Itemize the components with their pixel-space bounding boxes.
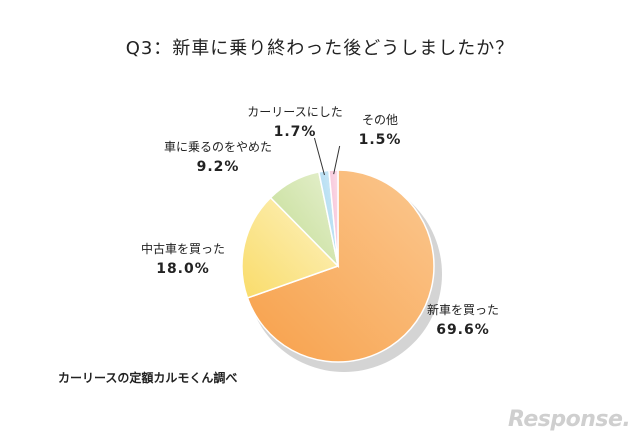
leader-line-other — [333, 145, 341, 175]
pie-slice-used-car — [241, 196, 340, 299]
pie-slice-other — [328, 169, 339, 267]
slice-label-stopped: 車に乗るのをやめた 9.2% — [148, 137, 288, 177]
slice-label-used-car: 中古車を買った 18.0% — [128, 239, 238, 279]
pie-slice-new-car — [246, 169, 435, 363]
slice-label-new-car: 新車を買った 69.6% — [418, 300, 508, 340]
leader-line-lease — [313, 137, 325, 176]
slice-value-new-car: 69.6% — [436, 322, 490, 338]
slice-label-other: その他 1.5% — [350, 110, 410, 150]
slice-name-other: その他 — [361, 113, 398, 127]
response-logo: Response. — [508, 407, 631, 432]
chart-title: Q3：新車に乗り終わった後どうしましたか？ — [125, 38, 515, 59]
slice-value-stopped: 9.2% — [196, 159, 240, 175]
slice-value-other: 1.5% — [358, 132, 402, 148]
source-note: カーリースの定額カルモくん調べ — [58, 371, 238, 385]
slice-name-new-car: 新車を買った — [426, 303, 499, 317]
slice-name-stopped: 車に乗るのをやめた — [163, 140, 272, 154]
slice-value-used-car: 18.0% — [156, 261, 210, 277]
slice-value-lease: 1.7% — [273, 124, 317, 140]
slice-name-lease: カーリースにした — [247, 105, 343, 119]
slice-label-lease: カーリースにした 1.7% — [230, 102, 360, 142]
slice-name-used-car: 中古車を買った — [140, 242, 225, 256]
